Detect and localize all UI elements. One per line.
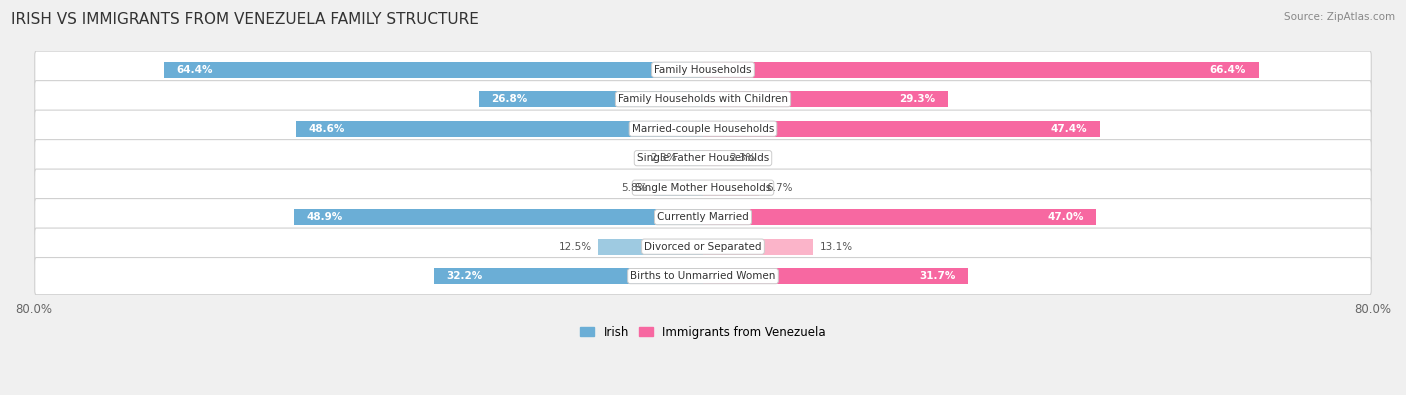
Text: Births to Unmarried Women: Births to Unmarried Women	[630, 271, 776, 281]
Bar	[703, 120, 1099, 137]
Bar	[703, 209, 1097, 225]
Bar	[703, 150, 723, 166]
Text: 64.4%: 64.4%	[177, 65, 214, 75]
Text: 31.7%: 31.7%	[920, 271, 956, 281]
FancyBboxPatch shape	[35, 81, 1371, 118]
Text: 47.4%: 47.4%	[1050, 124, 1087, 134]
FancyBboxPatch shape	[35, 228, 1371, 265]
Text: 2.3%: 2.3%	[728, 153, 755, 163]
Bar	[654, 180, 703, 196]
Bar	[599, 239, 703, 255]
Text: Source: ZipAtlas.com: Source: ZipAtlas.com	[1284, 12, 1395, 22]
FancyBboxPatch shape	[35, 51, 1371, 88]
Text: 48.6%: 48.6%	[309, 124, 346, 134]
Text: 6.7%: 6.7%	[766, 182, 792, 193]
Bar	[433, 268, 703, 284]
Text: 13.1%: 13.1%	[820, 242, 852, 252]
Text: Divorced or Separated: Divorced or Separated	[644, 242, 762, 252]
Bar	[703, 268, 969, 284]
Bar	[703, 239, 813, 255]
Text: Single Father Households: Single Father Households	[637, 153, 769, 163]
Text: Married-couple Households: Married-couple Households	[631, 124, 775, 134]
Text: 66.4%: 66.4%	[1209, 65, 1246, 75]
Text: Family Households with Children: Family Households with Children	[619, 94, 787, 104]
Bar	[703, 180, 759, 196]
Text: 48.9%: 48.9%	[307, 212, 343, 222]
FancyBboxPatch shape	[35, 139, 1371, 177]
Text: Family Households: Family Households	[654, 65, 752, 75]
FancyBboxPatch shape	[35, 199, 1371, 236]
Text: 5.8%: 5.8%	[621, 182, 648, 193]
Bar	[703, 62, 1258, 78]
FancyBboxPatch shape	[35, 110, 1371, 147]
Bar	[165, 62, 703, 78]
Text: 47.0%: 47.0%	[1047, 212, 1084, 222]
Text: 2.3%: 2.3%	[651, 153, 678, 163]
Legend: Irish, Immigrants from Venezuela: Irish, Immigrants from Venezuela	[575, 321, 831, 343]
Bar	[683, 150, 703, 166]
Text: 32.2%: 32.2%	[446, 271, 482, 281]
Bar	[703, 91, 948, 107]
Text: IRISH VS IMMIGRANTS FROM VENEZUELA FAMILY STRUCTURE: IRISH VS IMMIGRANTS FROM VENEZUELA FAMIL…	[11, 12, 479, 27]
Bar	[297, 120, 703, 137]
Text: 26.8%: 26.8%	[491, 94, 527, 104]
Bar	[294, 209, 703, 225]
Text: Currently Married: Currently Married	[657, 212, 749, 222]
Text: Single Mother Households: Single Mother Households	[636, 182, 770, 193]
FancyBboxPatch shape	[35, 169, 1371, 206]
FancyBboxPatch shape	[35, 258, 1371, 295]
Text: 29.3%: 29.3%	[900, 94, 935, 104]
Bar	[478, 91, 703, 107]
Text: 12.5%: 12.5%	[558, 242, 592, 252]
